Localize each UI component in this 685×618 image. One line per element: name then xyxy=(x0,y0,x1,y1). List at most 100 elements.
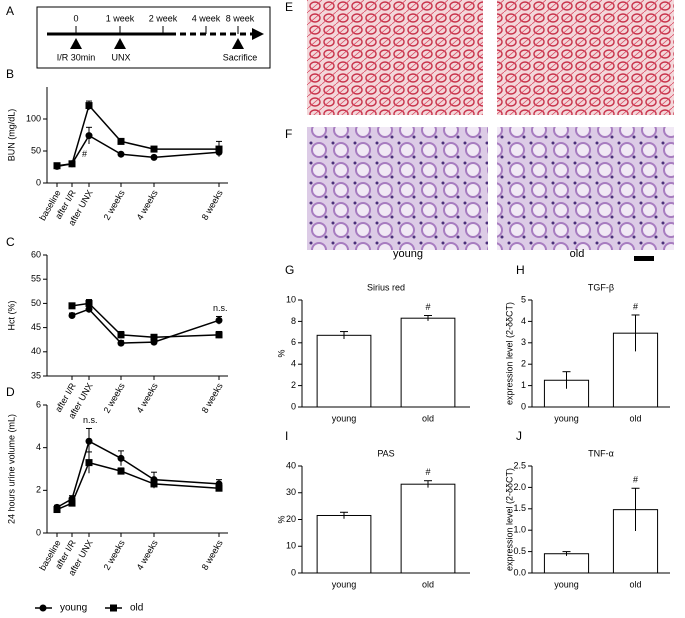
x-tick-label: young xyxy=(332,413,357,423)
series-line xyxy=(71,302,220,339)
point xyxy=(85,299,93,307)
annotation: n.s. xyxy=(83,415,98,425)
y-tick-label: 2 xyxy=(36,485,41,495)
time-label: 0 xyxy=(73,13,78,23)
micrograph xyxy=(497,127,674,250)
y-tick-label: 0 xyxy=(36,527,41,537)
y-tick-label: 1.5 xyxy=(513,503,526,513)
x-tick-label: 4 weeks xyxy=(135,538,160,572)
y-tick-label: 35 xyxy=(31,370,41,380)
bar xyxy=(400,317,456,408)
x-tick-label: young xyxy=(332,579,357,589)
chart-title: TGF-β xyxy=(588,282,614,292)
y-tick-label: 0 xyxy=(36,177,41,187)
x-tick-label: 2 weeks xyxy=(102,188,127,222)
point xyxy=(150,153,158,161)
annotation: # xyxy=(425,302,430,312)
y-tick-label: 55 xyxy=(31,274,41,284)
point xyxy=(150,480,158,488)
y-tick-label: 1.0 xyxy=(513,525,526,535)
y-tick-label: 40 xyxy=(31,346,41,356)
histology: E F young old xyxy=(285,0,674,261)
point xyxy=(85,305,93,313)
point xyxy=(68,312,76,319)
event-marker xyxy=(114,38,126,49)
point xyxy=(215,316,223,324)
point xyxy=(150,333,158,341)
x-tick-label: old xyxy=(422,579,434,589)
point xyxy=(117,137,125,145)
point xyxy=(85,132,93,140)
y-tick-label: 10 xyxy=(286,294,296,304)
x-tick-label: 8 weeks xyxy=(200,381,225,415)
time-label: 8 week xyxy=(226,13,255,23)
group-label: young xyxy=(393,248,423,260)
point xyxy=(117,331,125,339)
y-axis-label: % xyxy=(276,349,286,357)
panel-label: D xyxy=(6,385,15,399)
y-tick-label: 50 xyxy=(31,145,41,155)
point xyxy=(117,339,125,347)
y-tick-label: 100 xyxy=(26,113,41,123)
panel-label: G xyxy=(285,263,294,277)
y-tick-label: 2 xyxy=(291,380,296,390)
y-tick-label: 6 xyxy=(291,337,296,347)
chart-title: Sirius red xyxy=(367,282,405,292)
bar xyxy=(543,553,590,574)
panel-label: F xyxy=(285,127,292,141)
point xyxy=(53,506,61,514)
time-label: 4 week xyxy=(192,13,221,23)
y-tick-label: 1 xyxy=(521,380,526,390)
y-tick-label: 50 xyxy=(31,298,41,308)
point xyxy=(215,331,223,339)
y-tick-label: 4 xyxy=(36,442,41,452)
y-tick-label: 4 xyxy=(291,359,296,369)
frame xyxy=(36,6,271,69)
panel-label: H xyxy=(516,263,525,277)
x-tick-label: 4 weeks xyxy=(135,188,160,222)
legend-marker xyxy=(39,604,47,612)
series-line xyxy=(56,440,220,509)
group-label: old xyxy=(570,248,585,260)
y-tick-label: 3 xyxy=(521,337,526,347)
panel-label: C xyxy=(6,235,15,249)
annotation: # xyxy=(425,467,430,477)
panel-label: B xyxy=(6,67,14,81)
annotation: # xyxy=(633,301,638,311)
x-tick-label: 8 weeks xyxy=(200,188,225,222)
y-tick-label: 60 xyxy=(31,249,41,259)
point xyxy=(117,467,125,475)
y-tick-label: 40 xyxy=(286,460,296,470)
x-tick-label: 2 weeks xyxy=(102,538,127,572)
y-tick-label: 0 xyxy=(521,401,526,411)
x-tick-label: 8 weeks xyxy=(200,538,225,572)
time-label: 1 week xyxy=(106,13,135,23)
chart-title: TNF-α xyxy=(588,448,614,458)
y-tick-label: 2.0 xyxy=(513,482,526,492)
y-axis-label: expression level (2-δδCT) xyxy=(504,302,514,405)
arrowhead xyxy=(252,28,264,40)
point xyxy=(85,459,93,467)
bar xyxy=(316,334,372,408)
y-tick-label: 0.5 xyxy=(513,546,526,556)
point xyxy=(53,162,61,170)
y-tick-label: 30 xyxy=(286,487,296,497)
panel-label: J xyxy=(516,429,522,443)
y-tick-label: 2.5 xyxy=(513,460,526,470)
x-tick-label: old xyxy=(629,413,641,423)
legend-label: old xyxy=(130,603,143,614)
panel-label: I xyxy=(285,429,288,443)
x-tick-label: 2 weeks xyxy=(102,381,127,415)
point xyxy=(117,150,125,158)
event-label: I/R 30min xyxy=(57,52,96,62)
y-axis-label: BUN (mg/dL) xyxy=(6,109,16,162)
y-tick-label: 4 xyxy=(521,316,526,326)
y-tick-label: 0 xyxy=(291,567,296,577)
event-label: Sacrifice xyxy=(223,52,258,62)
point xyxy=(215,484,223,492)
bar xyxy=(400,483,456,574)
timeline: A 0 1 week 2 week 4 week 8 week I/R 30mi… xyxy=(6,4,271,69)
x-tick-label: 4 weeks xyxy=(135,381,160,415)
legend-label: young xyxy=(60,603,87,614)
